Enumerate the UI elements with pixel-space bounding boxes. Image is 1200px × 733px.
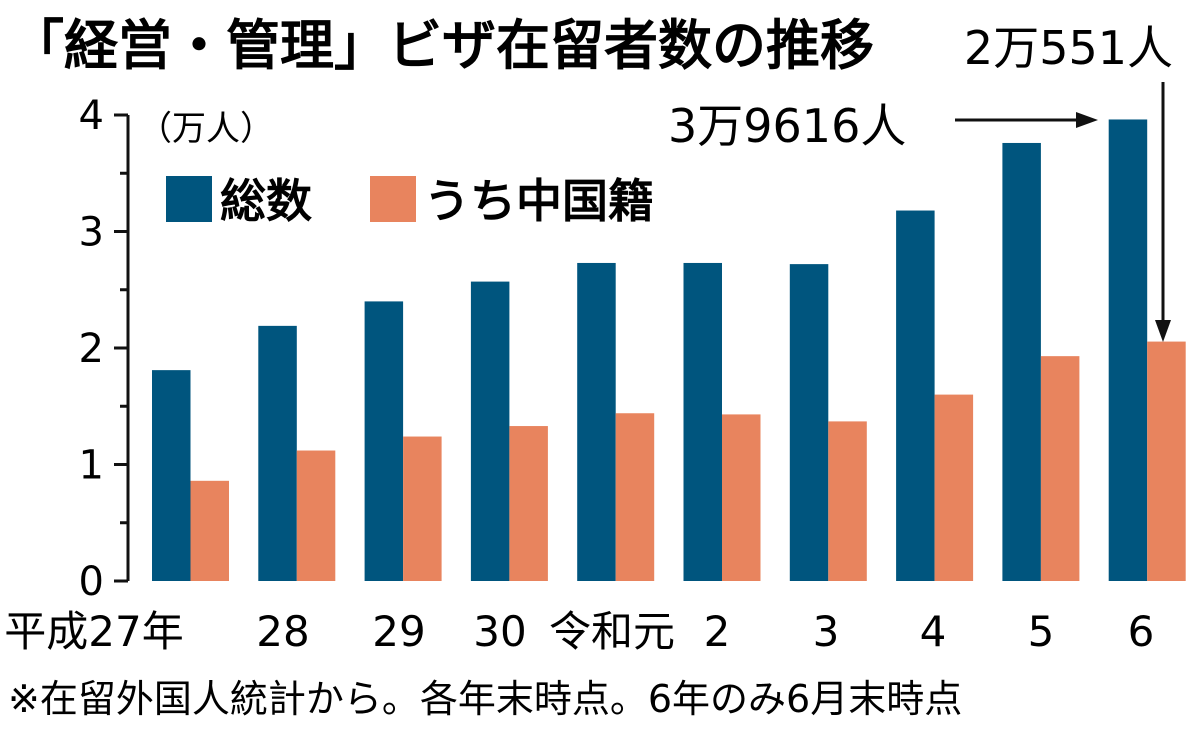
bar-total-0 — [152, 370, 191, 581]
y-tick-label: 3 — [79, 210, 104, 256]
footnote: ※在留外国人統計から。各年末時点。6年のみ6月末時点 — [8, 677, 962, 721]
y-tick-label: 2 — [79, 326, 104, 372]
bar-total-8 — [1002, 142, 1041, 581]
bar-total-6 — [789, 264, 829, 581]
annotations: 2万551人 3万9616人 — [668, 21, 1173, 342]
bar-total-4 — [577, 262, 616, 581]
bar-chinese-8 — [1040, 356, 1080, 581]
x-tick-label: 2 — [704, 607, 731, 656]
y-tick-label: 1 — [79, 443, 104, 489]
bar-chinese-1 — [296, 450, 336, 581]
bar-total-9 — [1108, 119, 1148, 581]
x-tick-label: 6 — [1128, 607, 1155, 656]
y-axis-unit: （万人） — [138, 109, 274, 149]
bar-chinese-3 — [509, 426, 548, 581]
bar-total-3 — [470, 281, 510, 581]
annotation-arrow-total — [955, 112, 1098, 128]
y-axis: 0 1 2 3 4 — [79, 93, 130, 605]
x-axis-labels: 平成27年 28 29 30 令和元 2 3 4 5 6 — [4, 607, 1154, 656]
bar-chinese-9 — [1147, 341, 1186, 581]
x-tick-label: 28 — [256, 607, 309, 656]
bar-total-1 — [258, 325, 297, 581]
annotation-total-latest: 3万9616人 — [668, 99, 906, 153]
bar-chinese-7 — [934, 394, 974, 581]
bar-total-2 — [364, 301, 404, 581]
bar-chinese-4 — [615, 413, 655, 581]
annotation-arrow-chinese — [1155, 82, 1171, 342]
legend-label-chinese: うち中国籍 — [424, 174, 654, 228]
legend-swatch-chinese — [370, 176, 416, 222]
y-tick-label: 4 — [79, 93, 104, 139]
x-tick-label: 令和元 — [549, 607, 675, 656]
x-tick-label: 4 — [920, 607, 947, 656]
x-tick-label: 平成27年 — [4, 607, 183, 656]
legend-label-total: 総数 — [220, 174, 312, 228]
bar-chinese-2 — [403, 436, 442, 581]
bar-total-7 — [896, 210, 935, 581]
x-tick-label: 5 — [1028, 607, 1055, 656]
bars — [152, 119, 1186, 581]
legend-swatch-total — [166, 176, 212, 222]
bar-chinese-0 — [190, 480, 229, 581]
bar-total-5 — [683, 262, 722, 581]
legend: 総数 うち中国籍 — [166, 174, 654, 228]
x-tick-label: 3 — [813, 607, 840, 656]
bar-chinese-5 — [722, 414, 761, 581]
x-tick-label: 29 — [372, 607, 425, 656]
x-tick-label: 30 — [473, 607, 526, 656]
bar-chinese-6 — [828, 421, 867, 581]
y-tick-label: 0 — [79, 559, 104, 605]
annotation-chinese-latest: 2万551人 — [964, 21, 1173, 75]
chart-title: 「経営・管理」ビザ在留者数の推移 — [10, 14, 874, 77]
